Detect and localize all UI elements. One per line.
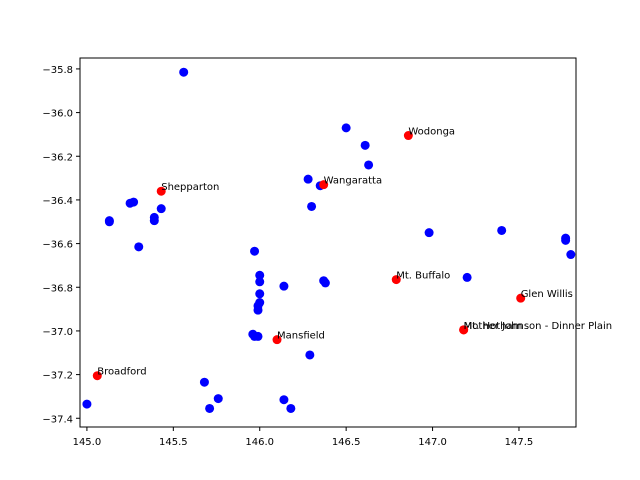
data-point [360,140,370,150]
x-tick-label: 147.5 [505,437,534,448]
data-point [253,305,263,315]
data-point [82,399,92,409]
data-point [179,67,189,77]
point-label: Mother Johnson - Dinner Plain [464,321,612,332]
labeled-point [391,275,401,285]
y-tick-label: −37.2 [42,371,73,382]
x-tick-label: 147.0 [418,437,447,448]
x-axis: 145.0 145.5 146.0 146.5 147.0 147.5 [73,427,534,448]
data-point [125,198,135,208]
y-tick-label: −36.6 [42,240,73,251]
labeled-point [319,180,329,190]
labeled-point [92,371,102,381]
point-labels: Wodonga Wangaratta Shepparton Mt. Buffalo Gl… [97,127,612,378]
data-point [286,403,296,413]
y-tick-label: −37.4 [42,414,73,425]
data-point [279,395,289,405]
point-label: Glen Willis [521,289,573,300]
data-point [134,242,144,252]
data-point [341,123,351,133]
data-point [149,216,159,226]
y-tick-label: −36.2 [42,152,73,163]
data-point [255,270,265,280]
plot-frame [79,57,577,428]
point-label: Shepparton [161,182,219,193]
data-point [462,272,472,282]
data-point [320,278,330,288]
data-point [213,394,223,404]
point-label: Mansfield [277,331,325,342]
y-tick-label: −37.0 [42,327,73,338]
data-point [561,235,571,245]
x-tick-label: 146.5 [332,437,361,448]
data-point [255,277,265,287]
y-tick-label: −36.4 [42,196,73,207]
x-tick-label: 146.0 [245,437,274,448]
labeled-point [156,186,166,196]
point-label: Mt. Hotham [464,321,523,332]
y-tick-label: −36.0 [42,109,73,120]
data-point [156,204,166,214]
data-point [104,217,114,227]
data-point [424,228,434,238]
data-point [250,246,260,256]
y-tick-label: −35.8 [42,65,73,76]
y-axis: −37.4 −37.2 −37.0 −36.8 −36.6 −36.4 −36.2 −36.0… [42,65,80,425]
labeled-point [403,131,413,141]
data-point [364,160,374,170]
x-tick-label: 145.5 [159,437,188,448]
data-point [566,250,576,260]
data-point [253,331,263,341]
point-label: Mt. Buffalo [396,271,450,282]
point-label: Broadford [97,367,146,378]
data-point [255,289,265,299]
data-point [199,377,209,387]
labeled-point [459,325,469,335]
data-point [305,350,315,360]
y-tick-label: −36.8 [42,283,73,294]
labeled-point [272,335,282,345]
data-point [205,403,215,413]
point-label: Wodonga [408,127,455,138]
point-label: Wangaratta [324,176,382,187]
data-point [307,201,317,211]
labeled-point [516,293,526,303]
data-point [279,281,289,291]
data-point [303,174,313,184]
points-layer [82,67,576,413]
x-tick-label: 145.0 [73,437,102,448]
data-point [497,225,507,235]
